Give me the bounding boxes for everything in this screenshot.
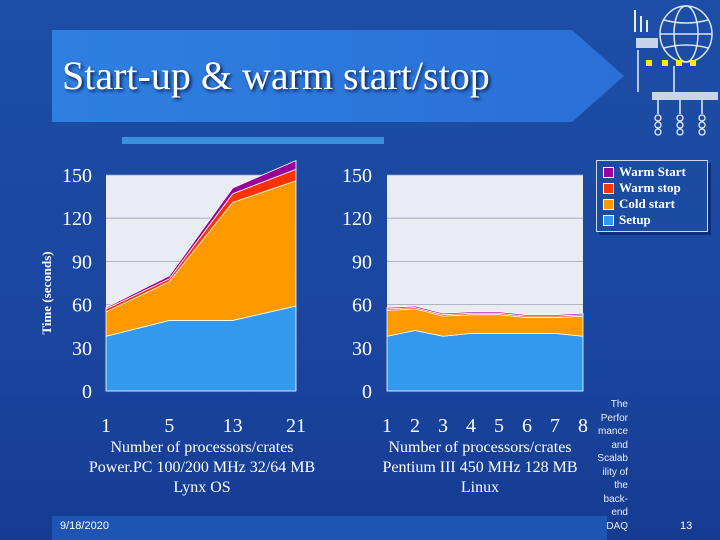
x-tick-label: 1 xyxy=(382,415,392,437)
y-tick-label: 60 xyxy=(352,295,372,317)
y-tick-label: 120 xyxy=(62,208,92,230)
x-tick-label: 5 xyxy=(494,415,504,437)
left-chart-caption: Number of processors/crates Power.PC 100… xyxy=(62,438,342,498)
divider xyxy=(122,137,384,144)
side-note-line: Scalab xyxy=(597,453,628,464)
y-axis-label: Time (seconds) xyxy=(39,251,54,334)
title-banner xyxy=(52,30,624,122)
area-warm-start xyxy=(386,305,584,317)
area-setup xyxy=(386,330,584,392)
side-note-line: mance xyxy=(597,426,628,437)
x-tick-label: 6 xyxy=(522,415,532,437)
side-note-line: ility of xyxy=(602,466,628,478)
side-note-line: and xyxy=(611,439,628,451)
caption-line: Power.PC 100/200 MHz 32/64 MB xyxy=(88,459,316,476)
legend-label: Cold start xyxy=(619,196,675,211)
x-tick-label: 5 xyxy=(164,415,174,437)
side-note-line: back- xyxy=(603,493,628,505)
y-tick-label: 150 xyxy=(62,165,92,187)
side-note: The Perfor mance and Scalab ility of the… xyxy=(588,398,628,533)
x-tick-label: 3 xyxy=(438,415,448,437)
legend-label: Warm stop xyxy=(619,180,681,195)
side-note-line: Perfor xyxy=(600,412,628,424)
area-warm-start xyxy=(105,159,297,310)
side-note-line: the xyxy=(614,480,628,491)
y-tick-label: 0 xyxy=(82,381,92,403)
y-tick-label: 30 xyxy=(352,338,372,360)
y-tick-label: 60 xyxy=(72,295,92,317)
x-tick-label: 21 xyxy=(286,415,306,437)
y-tick-label: 0 xyxy=(362,381,372,403)
y-tick-label: 150 xyxy=(342,165,372,187)
y-tick-label: 30 xyxy=(72,338,92,360)
legend-item-warm-stop: Warm stop xyxy=(603,180,707,196)
legend-swatch-warm-start xyxy=(603,166,614,178)
legend-label: Warm Start xyxy=(619,164,686,179)
caption-line: Pentium III 450 MHz 128 MB xyxy=(382,459,578,476)
x-tick-label: 13 xyxy=(223,415,243,437)
page-number: 13 xyxy=(680,520,693,532)
side-note-line: The xyxy=(610,399,628,410)
page-title: Start-up & warm start/stop xyxy=(62,53,490,98)
right-chart-caption: Number of processors/crates Pentium III … xyxy=(360,438,600,498)
x-tick-label: 1 xyxy=(101,415,111,437)
caption-line: Number of processors/crates xyxy=(110,439,294,456)
caption-line: Number of processors/crates xyxy=(388,439,572,456)
caption-line: Lynx OS xyxy=(173,479,231,496)
x-tick-label: 8 xyxy=(578,415,588,437)
x-tick-label: 2 xyxy=(410,415,420,437)
side-note-line: end xyxy=(611,507,628,518)
caption-line: Linux xyxy=(460,479,500,496)
footer-bar xyxy=(52,516,607,540)
x-tick-label: 4 xyxy=(466,415,476,437)
legend-item-setup: Setup xyxy=(603,212,707,228)
legend-label: Setup xyxy=(619,212,651,227)
legend-swatch-warm-stop xyxy=(603,182,614,194)
chart-legend: Warm Start Warm stop Cold start Setup xyxy=(596,160,708,232)
y-tick-label: 90 xyxy=(352,251,372,273)
legend-swatch-cold-start xyxy=(603,198,614,210)
detector-network-logo xyxy=(634,5,718,136)
footer-date: 9/18/2020 xyxy=(60,520,109,532)
y-tick-label: 90 xyxy=(72,251,92,273)
legend-swatch-setup xyxy=(603,214,614,226)
y-tick-label: 120 xyxy=(342,208,372,230)
legend-item-warm-start: Warm Start xyxy=(603,164,707,180)
side-note-line: DAQ xyxy=(606,520,628,532)
x-tick-label: 7 xyxy=(550,415,560,437)
legend-item-cold-start: Cold start xyxy=(603,196,707,212)
